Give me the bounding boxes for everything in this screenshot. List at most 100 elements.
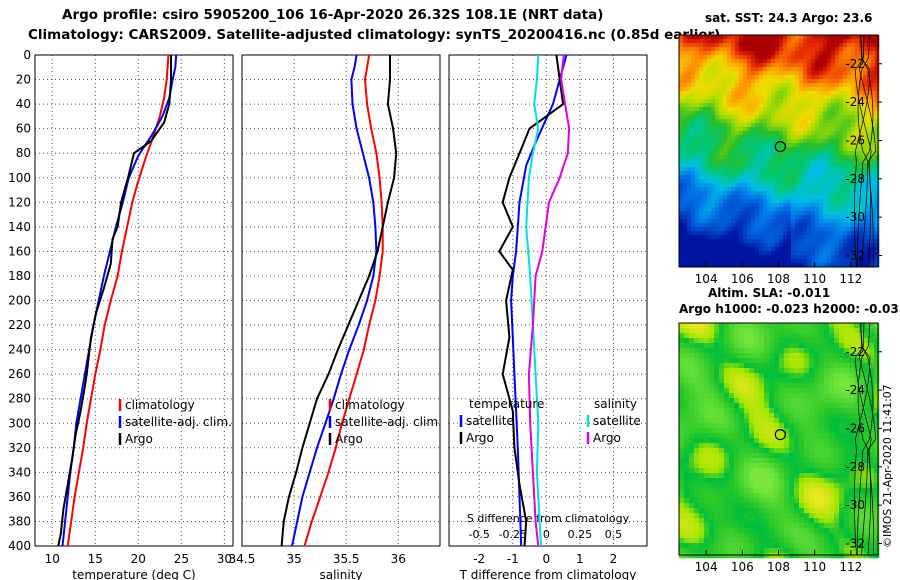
y-tick-label: 300 xyxy=(8,416,31,430)
x-tick-label: 36 xyxy=(391,552,406,566)
series-salinity-argo xyxy=(527,54,571,547)
y-tick-label: 220 xyxy=(8,318,31,332)
sst-map-y-tick-label: -26 xyxy=(845,133,865,147)
legend-entry: Argo xyxy=(466,431,494,445)
sla-map-title-2: Argo h1000: -0.023 h2000: -0.035 xyxy=(679,302,900,316)
x-axis-label: salinity xyxy=(319,568,362,580)
sla-map-coast-contour xyxy=(854,322,872,556)
y-tick-label: 120 xyxy=(8,195,31,209)
y-tick-label: 40 xyxy=(16,97,31,111)
x-tick-label: 20 xyxy=(131,552,146,566)
legend-entry: satellite xyxy=(593,414,641,428)
x-axis-label: T difference from climatology xyxy=(459,568,637,580)
sla-map-y-tick-label: -30 xyxy=(845,498,865,512)
sst-map-x-tick-label: 106 xyxy=(731,272,754,286)
legend-entry: satellite xyxy=(466,414,514,428)
profile-location-marker-icon xyxy=(774,140,786,153)
sla-map-title-1: Altim. SLA: -0.011 xyxy=(708,286,831,300)
x-axis-label: temperature (deg C) xyxy=(72,568,195,580)
y-tick-label: 260 xyxy=(8,367,31,381)
y-tick-label: 200 xyxy=(8,294,31,308)
y-tick-label: 400 xyxy=(8,539,31,553)
y-tick-label: 160 xyxy=(8,244,31,258)
sla-map-x-tick-label: 108 xyxy=(767,560,790,574)
s-tick-label: 0.5 xyxy=(605,528,623,541)
sst-map-coast-contour xyxy=(857,34,874,267)
sst-map-coast-contour xyxy=(854,34,872,268)
sst-map-coast-contour xyxy=(859,34,877,268)
series-satellite-adj-clim- xyxy=(291,54,378,547)
x-tick-label: 1 xyxy=(576,552,584,566)
x-tick-label: 35 xyxy=(286,552,301,566)
series-climatology xyxy=(66,54,170,547)
series-temperature-argo xyxy=(498,54,565,547)
sla-map-x-tick-label: 106 xyxy=(731,560,754,574)
y-tick-label: 20 xyxy=(16,73,31,87)
x-tick-label: -1 xyxy=(507,552,519,566)
x-tick-label: 25 xyxy=(174,552,189,566)
sla-map-coast-contour xyxy=(859,322,877,556)
sla-map-x-tick-label: 110 xyxy=(803,560,826,574)
x-tick-label: -2 xyxy=(473,552,485,566)
y-tick-label: 240 xyxy=(8,343,31,357)
sla-map-y-tick-label: -22 xyxy=(845,345,865,359)
s-tick-label: 0 xyxy=(543,528,550,541)
s-axis-label: S difference from climatology xyxy=(467,512,630,525)
header-line-2: Climatology: CARS2009. Satellite-adjuste… xyxy=(28,27,721,43)
y-tick-label: 340 xyxy=(8,465,31,479)
legend-entry: Argo xyxy=(593,431,621,445)
y-tick-label: 320 xyxy=(8,441,31,455)
sst-map-x-tick-label: 104 xyxy=(695,272,718,286)
x-tick-label: 30 xyxy=(217,552,232,566)
y-tick-label: 180 xyxy=(8,269,31,283)
y-tick-label: 280 xyxy=(8,392,31,406)
sst-map-y-tick-label: -30 xyxy=(845,210,865,224)
series-argo xyxy=(57,55,172,547)
x-tick-label: 0 xyxy=(543,552,551,566)
legend-heading: temperature xyxy=(469,397,544,411)
x-tick-label: 34.5 xyxy=(229,552,256,566)
sla-map-heatmap xyxy=(679,323,880,559)
sst-map-x-tick-label: 112 xyxy=(839,272,862,286)
sst-map-x-tick-label: 108 xyxy=(767,272,790,286)
legend-entry: satellite-adj. clim. xyxy=(335,415,442,429)
sst-map-y-tick-label: -24 xyxy=(845,95,865,109)
y-tick-label: 60 xyxy=(16,122,31,136)
y-tick-label: 380 xyxy=(8,514,31,528)
sst-map-y-tick-label: -32 xyxy=(845,248,865,262)
series-salinity-satellite xyxy=(525,54,542,547)
sla-map-y-tick-label: -32 xyxy=(845,536,865,550)
series-climatology xyxy=(303,54,384,547)
profile-location-marker-icon xyxy=(774,428,786,441)
legend-entry: Argo xyxy=(335,432,363,446)
x-tick-label: 10 xyxy=(45,552,60,566)
sla-map-y-tick-label: -28 xyxy=(845,460,865,474)
legend-entry: Argo xyxy=(125,432,153,446)
series-argo xyxy=(280,55,398,547)
sla-map-coast-contour xyxy=(857,322,874,555)
sla-map-y-tick-label: -24 xyxy=(845,383,865,397)
legend-heading: salinity xyxy=(594,397,637,411)
sla-map-coast-contour xyxy=(854,322,871,556)
sst-map-coast-contour xyxy=(857,34,874,268)
x-tick-label: 15 xyxy=(88,552,103,566)
x-tick-label: 35.5 xyxy=(333,552,360,566)
y-tick-label: 80 xyxy=(16,146,31,160)
legend-entry: climatology xyxy=(335,398,405,412)
y-tick-label: 0 xyxy=(23,48,31,62)
y-tick-label: 100 xyxy=(8,171,31,185)
plot-frame xyxy=(448,54,648,547)
sla-map-y-tick-label: -26 xyxy=(845,421,865,435)
sla-map-x-tick-label: 104 xyxy=(695,560,718,574)
y-tick-label: 140 xyxy=(8,220,31,234)
sst-map-coast-contour xyxy=(854,34,871,268)
s-tick-label: -0.25 xyxy=(499,528,527,541)
sst-map-title: sat. SST: 24.3 Argo: 23.6 xyxy=(705,11,873,25)
plot-frame xyxy=(34,54,234,547)
sla-map-coast-contour xyxy=(857,322,874,556)
sst-map-y-tick-label: -28 xyxy=(845,172,865,186)
x-tick-label: 2 xyxy=(610,552,618,566)
legend-entry: climatology xyxy=(125,398,195,412)
s-tick-label: -0.5 xyxy=(468,528,489,541)
